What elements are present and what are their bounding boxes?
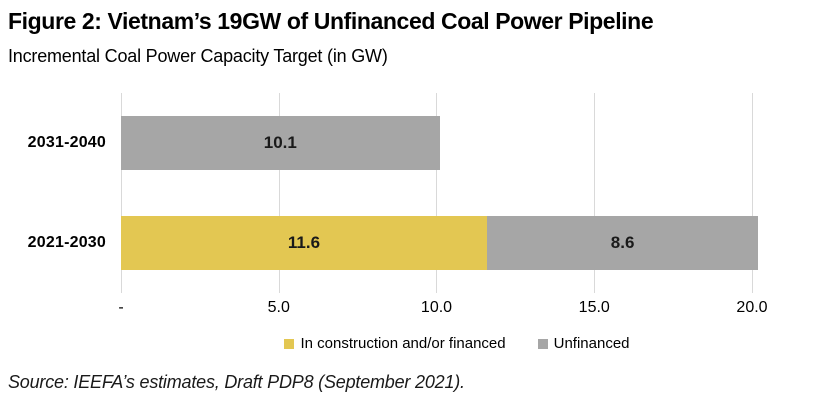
bar-segment: 11.6 — [121, 216, 487, 270]
bar-segment: 10.1 — [121, 116, 440, 170]
figure-subtitle: Incremental Coal Power Capacity Target (… — [8, 46, 388, 66]
x-tick-label: 5.0 — [267, 299, 290, 316]
legend-swatch — [284, 338, 295, 349]
legend-swatch — [537, 338, 548, 349]
legend-item: Unfinanced — [537, 335, 630, 352]
figure-title: Figure 2: Vietnam’s 19GW of Unfinanced C… — [8, 8, 654, 34]
legend: In construction and/or financed Unfinance… — [121, 335, 793, 352]
plot-area: 10.1 11.6 8.6 — [121, 93, 793, 293]
legend-item: In construction and/or financed — [284, 335, 506, 352]
category-label: 2021-2030 — [27, 234, 106, 251]
gridline — [751, 93, 753, 293]
x-tick-label: - — [118, 299, 124, 316]
source-note: Source: IEEFA’s estimates, Draft PDP8 (S… — [8, 372, 465, 392]
category-label: 2031-2040 — [27, 134, 106, 151]
gridline — [594, 93, 596, 293]
x-tick-label: 10.0 — [420, 299, 453, 316]
x-tick-label: 20.0 — [736, 299, 768, 316]
gridline — [278, 93, 280, 293]
gridline — [121, 93, 122, 293]
x-tick-label: 15.0 — [578, 299, 610, 316]
category-labels: 2031-2040 2021-2030 — [0, 93, 106, 293]
legend-label: In construction and/or financed — [300, 335, 506, 352]
legend-label: Unfinanced — [553, 335, 630, 352]
bar-segment: 8.6 — [486, 216, 759, 270]
gridline — [436, 93, 438, 293]
bar-value-label: 10.1 — [263, 133, 297, 152]
x-axis: - 5.0 10.0 15.0 20.0 — [118, 299, 793, 321]
bar-value-label: 8.6 — [610, 233, 635, 252]
bar-value-label: 11.6 — [287, 233, 321, 252]
